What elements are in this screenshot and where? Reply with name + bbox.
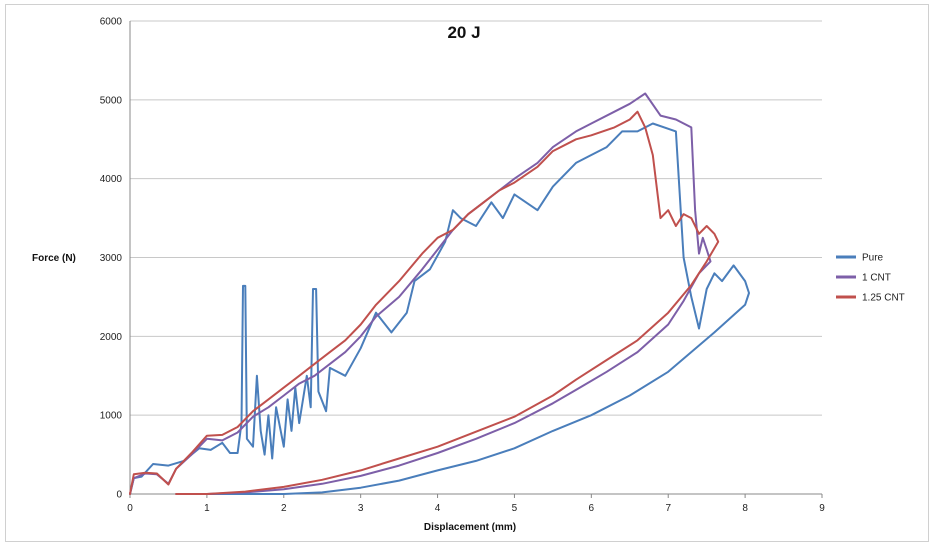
x-tick-label: 5: [512, 503, 518, 514]
x-tick-label: 6: [589, 503, 595, 514]
y-tick-label: 3000: [100, 253, 123, 264]
x-tick-labels: 0 1 2 3 4 5 6 7 8 9: [127, 503, 825, 514]
y-tick-label: 4000: [100, 174, 123, 185]
series-lines: [129, 92, 750, 495]
chart-frame: [5, 4, 929, 542]
x-tick-label: 7: [665, 503, 671, 514]
series-line-1-cnt: [129, 92, 712, 495]
axes: [129, 21, 823, 498]
x-tick-label: 4: [435, 503, 441, 514]
x-tick-label: 3: [358, 503, 364, 514]
y-axis-title: Force (N): [32, 253, 76, 264]
x-tick-label: 9: [819, 503, 825, 514]
legend-label-1-cnt: 1 CNT: [862, 273, 891, 284]
x-tick-label: 8: [742, 503, 748, 514]
y-tick-label: 6000: [100, 17, 123, 28]
x-tick-label: 0: [127, 503, 133, 514]
y-tick-label: 2000: [100, 332, 123, 343]
series-line-pure: [129, 122, 750, 495]
legend-label-1-25-cnt: 1.25 CNT: [862, 293, 905, 304]
y-tick-label: 5000: [100, 95, 123, 106]
series-line-1-25-cnt: [129, 110, 720, 495]
x-axis-title: Displacement (mm): [424, 522, 516, 533]
chart-title: 20 J: [447, 23, 480, 42]
y-tick-label: 1000: [100, 411, 123, 422]
y-tick-labels: 0 1000 2000 3000 4000 5000 6000: [100, 17, 123, 501]
x-tick-label: 1: [204, 503, 210, 514]
x-tick-label: 2: [281, 503, 287, 514]
y-tick-label: 0: [116, 490, 122, 501]
legend-label-pure: Pure: [862, 253, 884, 264]
gridlines: [130, 20, 822, 416]
legend: Pure 1 CNT 1.25 CNT: [836, 253, 905, 304]
